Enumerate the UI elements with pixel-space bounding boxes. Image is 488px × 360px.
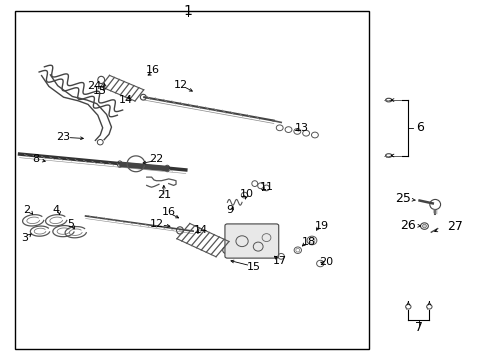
Text: 18: 18 bbox=[302, 237, 315, 247]
Text: 12: 12 bbox=[174, 80, 187, 90]
Text: 4: 4 bbox=[53, 204, 60, 215]
Text: 15: 15 bbox=[93, 86, 107, 96]
Text: 8: 8 bbox=[32, 154, 39, 164]
Text: 10: 10 bbox=[240, 189, 253, 199]
Text: 16: 16 bbox=[162, 207, 175, 217]
Text: 1: 1 bbox=[183, 4, 192, 18]
Text: 16: 16 bbox=[146, 65, 160, 75]
Text: 9: 9 bbox=[226, 204, 233, 215]
Ellipse shape bbox=[422, 224, 426, 228]
Text: 17: 17 bbox=[272, 256, 286, 266]
Text: 15: 15 bbox=[247, 262, 261, 272]
Text: 12: 12 bbox=[149, 219, 163, 229]
Text: 22: 22 bbox=[149, 154, 163, 164]
Text: 26: 26 bbox=[400, 219, 415, 231]
FancyBboxPatch shape bbox=[224, 224, 278, 258]
Text: 14: 14 bbox=[119, 95, 133, 105]
Text: 6: 6 bbox=[416, 121, 424, 134]
Text: 13: 13 bbox=[294, 123, 308, 133]
Text: 2: 2 bbox=[23, 204, 30, 215]
Text: 14: 14 bbox=[193, 225, 207, 235]
Text: 7: 7 bbox=[414, 321, 422, 334]
Text: 3: 3 bbox=[21, 233, 28, 243]
Text: 24: 24 bbox=[86, 81, 101, 91]
Text: 20: 20 bbox=[319, 257, 333, 267]
Text: 11: 11 bbox=[259, 182, 273, 192]
Text: 5: 5 bbox=[67, 219, 74, 229]
Text: 23: 23 bbox=[57, 132, 70, 142]
Text: 21: 21 bbox=[157, 190, 170, 200]
Bar bbox=[15, 11, 368, 349]
Text: 27: 27 bbox=[446, 220, 462, 233]
Text: 25: 25 bbox=[395, 192, 410, 205]
Text: 19: 19 bbox=[314, 221, 328, 231]
